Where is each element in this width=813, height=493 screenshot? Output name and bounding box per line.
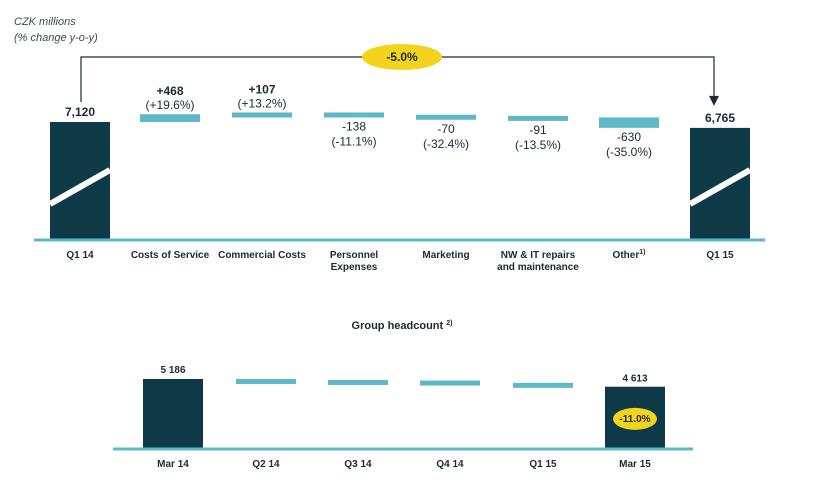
bar-step-5	[508, 115, 568, 121]
category-label-step-5-line-1: NW & IT repairs	[501, 250, 576, 261]
headcount-bar-step-1	[236, 379, 296, 384]
headcount-waterfall-chart: Group headcount 2) 5 186 4 613 -11.0% Mar …	[113, 320, 693, 470]
headcount-bars	[143, 379, 665, 449]
headcount-category-step-2: Q3 14	[344, 459, 372, 470]
headcount-category-end: Mar 15	[619, 459, 651, 470]
unit-label-line1: CZK millions	[14, 16, 76, 28]
headcount-change-value: -11.0%	[619, 414, 650, 425]
headcount-title: Group headcount 2)	[352, 320, 453, 332]
value-label-step-1: +468	[156, 84, 183, 98]
category-label-step-4: Marketing	[422, 250, 469, 261]
bar-step-4	[416, 114, 476, 120]
pct-label-step-1: (+19.6%)	[145, 98, 194, 112]
category-label-step-1: Costs of Service	[131, 250, 210, 261]
bar-step-1	[140, 114, 200, 122]
overall-change-badge	[362, 44, 442, 70]
unit-label-line2: (% change y-o-y)	[14, 32, 98, 44]
value-label-end: 6,765	[705, 111, 735, 125]
category-label-step-6: Other1)	[613, 249, 646, 261]
headcount-bar-step-3	[420, 380, 480, 386]
change-bracket-arrowhead	[709, 95, 719, 106]
headcount-category-step-3: Q4 14	[436, 459, 464, 470]
headcount-category-step-1: Q2 14	[252, 459, 280, 470]
headcount-category-start: Mar 14	[157, 459, 189, 470]
headcount-bar-step-2	[328, 379, 388, 385]
headcount-bar-start	[143, 379, 203, 449]
value-label-step-2: +107	[248, 82, 275, 96]
category-label-step-3-line-1: Personnel	[330, 250, 379, 261]
axis-break-mark-start	[48, 167, 112, 207]
bar-step-6	[599, 117, 659, 128]
pct-label-step-4: (-32.4%)	[423, 137, 469, 151]
overall-change-value: -5.0%	[386, 50, 418, 64]
pct-label-step-5: (-13.5%)	[515, 138, 561, 152]
category-label-start: Q1 14	[66, 250, 94, 261]
opex-category-labels: Q1 14 Costs of Service Commercial Costs Per…	[66, 249, 734, 273]
category-label-step-6-footnote: 1)	[639, 249, 645, 256]
value-label-start: 7,120	[65, 105, 95, 119]
overall-change-bracket: -5.0%	[80, 44, 719, 106]
headcount-value-labels: 5 186 4 613 -11.0%	[160, 365, 650, 425]
category-label-step-2: Commercial Costs	[218, 250, 306, 261]
value-label-step-4: -70	[437, 122, 455, 136]
category-label-step-5-line-2: and maintenance	[497, 262, 579, 273]
axis-break-mark-end	[688, 167, 752, 207]
category-label-step-3-line-2: Expenses	[331, 262, 378, 273]
headcount-title-footnote: 2)	[446, 320, 452, 327]
opex-waterfall-chart: CZK millions (% change y-o-y) -5.0% 7,12…	[14, 16, 765, 273]
headcount-value-end: 4 613	[622, 374, 647, 385]
opex-bars	[48, 112, 752, 240]
pct-label-step-3: (-11.1%)	[331, 134, 376, 148]
headcount-title-text: Group headcount	[352, 320, 444, 332]
category-label-step-6-text: Other	[613, 250, 640, 261]
value-label-step-5: -91	[529, 123, 547, 137]
headcount-change-badge	[613, 407, 657, 430]
headcount-category-labels: Mar 14 Q2 14 Q3 14 Q4 14 Q1 15 Mar 15	[157, 459, 651, 470]
bar-step-3	[324, 112, 384, 118]
pct-label-step-6: (-35.0%)	[606, 145, 652, 159]
pct-label-step-2: (+13.2%)	[237, 96, 286, 110]
category-label-end: Q1 15	[706, 250, 734, 261]
headcount-category-step-4: Q1 15	[529, 459, 557, 470]
headcount-bar-step-4	[513, 382, 573, 388]
value-label-step-6: -630	[617, 130, 641, 144]
headcount-value-start: 5 186	[160, 365, 185, 376]
opex-value-labels: 7,120 +468(+19.6%) +107(+13.2%) -138(-11.1%…	[65, 82, 735, 158]
bar-start-total	[50, 122, 110, 240]
bar-step-2	[232, 112, 292, 118]
value-label-step-3: -138	[342, 119, 366, 133]
